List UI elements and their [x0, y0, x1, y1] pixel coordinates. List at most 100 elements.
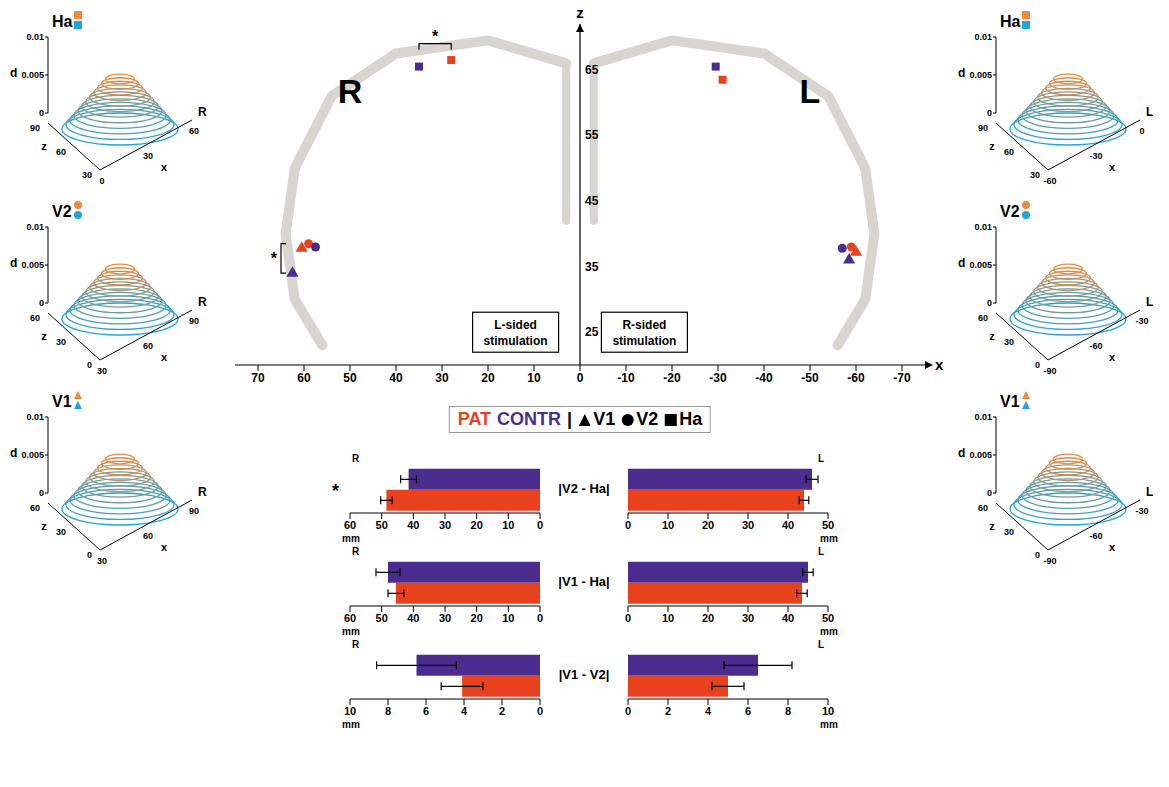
svg-text:L-sided: L-sided — [494, 318, 537, 332]
svg-text:R: R — [198, 105, 207, 119]
svg-text:x: x — [1109, 541, 1116, 553]
svg-text:R: R — [338, 72, 363, 110]
svg-text:30: 30 — [143, 151, 153, 161]
svg-text:R: R — [198, 295, 207, 309]
svg-text:8: 8 — [785, 705, 791, 717]
svg-text:30: 30 — [435, 371, 449, 385]
svg-text:30: 30 — [1004, 527, 1014, 537]
svg-text:V2: V2 — [1000, 203, 1020, 220]
svg-text:20: 20 — [481, 371, 495, 385]
svg-text:0.005: 0.005 — [969, 450, 992, 460]
svg-text:R: R — [198, 485, 207, 499]
svg-text:60: 60 — [30, 313, 40, 323]
svg-text:V1: V1 — [52, 393, 72, 410]
svg-text:10: 10 — [662, 519, 674, 531]
svg-text:30: 30 — [1004, 337, 1014, 347]
svg-text:-40: -40 — [755, 371, 773, 385]
svg-text:*: * — [432, 28, 439, 45]
svg-text:0: 0 — [625, 519, 631, 531]
svg-text:0: 0 — [625, 612, 631, 624]
svg-text:40: 40 — [407, 519, 419, 531]
svg-text:x: x — [161, 351, 168, 363]
svg-text:40: 40 — [782, 519, 794, 531]
svg-text:0: 0 — [1035, 550, 1040, 560]
svg-text:-60: -60 — [1043, 176, 1056, 186]
svg-text:10: 10 — [822, 705, 834, 717]
svg-text:45: 45 — [585, 194, 599, 208]
svg-text:65: 65 — [585, 63, 599, 77]
svg-text:60: 60 — [30, 503, 40, 513]
svg-text:x: x — [935, 356, 944, 373]
svg-text:z: z — [576, 4, 584, 21]
svg-text:0.005: 0.005 — [969, 70, 992, 80]
svg-text:70: 70 — [251, 371, 265, 385]
svg-text:0: 0 — [39, 108, 44, 118]
svg-text:0: 0 — [99, 176, 104, 186]
svg-text:30: 30 — [97, 366, 107, 376]
svg-text:z: z — [41, 140, 47, 152]
svg-text:0.01: 0.01 — [974, 412, 992, 422]
svg-text:z: z — [989, 520, 995, 532]
svg-text:d: d — [958, 256, 965, 270]
svg-text:50: 50 — [376, 519, 388, 531]
svg-text:d: d — [10, 66, 17, 80]
svg-text:60: 60 — [344, 612, 356, 624]
svg-text:30: 30 — [56, 527, 66, 537]
svg-text:60: 60 — [344, 519, 356, 531]
svg-text:L: L — [1146, 485, 1153, 499]
svg-text:10: 10 — [344, 705, 356, 717]
svg-text:90: 90 — [978, 123, 988, 133]
svg-text:4: 4 — [705, 705, 712, 717]
svg-text:60: 60 — [143, 341, 153, 351]
svg-text:*: * — [271, 250, 278, 267]
svg-text:stimulation: stimulation — [484, 334, 548, 348]
svg-text:x: x — [161, 541, 168, 553]
svg-text:0.01: 0.01 — [26, 32, 44, 42]
svg-text:z: z — [41, 520, 47, 532]
svg-text:L: L — [1146, 295, 1153, 309]
svg-text:-90: -90 — [1043, 556, 1056, 566]
svg-text:10: 10 — [662, 612, 674, 624]
svg-text:V2: V2 — [52, 203, 72, 220]
svg-text:50: 50 — [822, 519, 834, 531]
svg-text:0: 0 — [987, 488, 992, 498]
svg-text:-10: -10 — [617, 371, 635, 385]
svg-text:60: 60 — [297, 371, 311, 385]
svg-text:-30: -30 — [1089, 151, 1102, 161]
svg-text:0: 0 — [987, 108, 992, 118]
svg-text:R-sided: R-sided — [622, 318, 666, 332]
svg-text:x: x — [161, 161, 168, 173]
svg-text:8: 8 — [385, 705, 391, 717]
svg-text:-50: -50 — [801, 371, 819, 385]
svg-text:0.005: 0.005 — [21, 260, 44, 270]
svg-text:40: 40 — [389, 371, 403, 385]
svg-text:-30: -30 — [1135, 316, 1148, 326]
svg-text:d: d — [10, 256, 17, 270]
svg-text:20: 20 — [702, 519, 714, 531]
svg-text:60: 60 — [978, 503, 988, 513]
svg-text:d: d — [958, 446, 965, 460]
svg-text:Ha: Ha — [1000, 13, 1021, 30]
svg-text:30: 30 — [742, 519, 754, 531]
svg-text:60: 60 — [978, 313, 988, 323]
svg-text:50: 50 — [822, 612, 834, 624]
svg-text:0: 0 — [625, 705, 631, 717]
svg-text:20: 20 — [471, 519, 483, 531]
svg-text:0: 0 — [987, 298, 992, 308]
svg-text:40: 40 — [782, 612, 794, 624]
svg-text:25: 25 — [585, 325, 599, 339]
svg-text:x: x — [1109, 161, 1116, 173]
svg-text:90: 90 — [189, 506, 199, 516]
svg-text:35: 35 — [585, 260, 599, 274]
svg-text:30: 30 — [97, 556, 107, 566]
svg-text:60: 60 — [56, 147, 66, 157]
svg-text:55: 55 — [585, 128, 599, 142]
svg-text:0: 0 — [87, 360, 92, 370]
svg-text:z: z — [989, 330, 995, 342]
svg-text:0: 0 — [39, 298, 44, 308]
svg-text:-70: -70 — [893, 371, 911, 385]
svg-text:L: L — [800, 72, 821, 110]
svg-text:stimulation: stimulation — [612, 334, 676, 348]
svg-text:90: 90 — [30, 123, 40, 133]
svg-text:4: 4 — [461, 705, 468, 717]
